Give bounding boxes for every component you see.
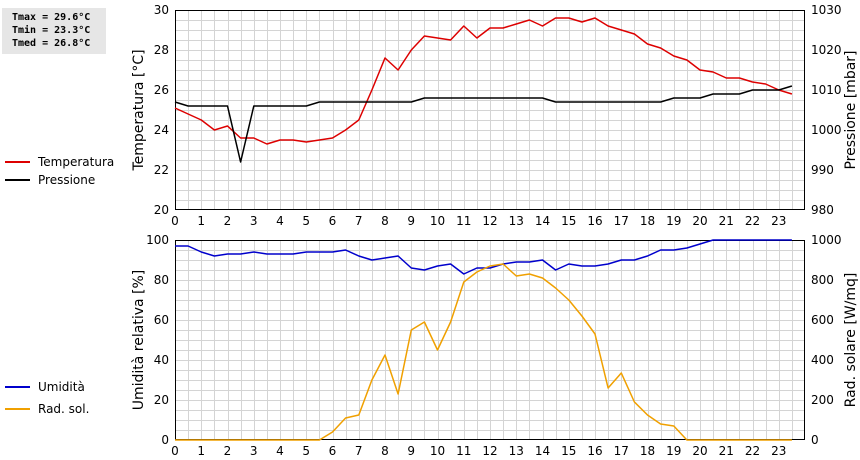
- legend-label: Temperatura: [37, 155, 114, 169]
- x-tick-label: 1: [197, 214, 205, 228]
- y-left-tick-label: 80: [154, 273, 169, 287]
- x-tick-label: 7: [355, 444, 363, 458]
- x-tick-label: 2: [224, 214, 232, 228]
- y-right-tick-label: 980: [811, 203, 834, 217]
- y-right-tick-label: 0: [811, 433, 819, 447]
- y-left-tick-label: 30: [154, 3, 169, 17]
- x-tick-label: 7: [355, 214, 363, 228]
- y-right-axis-label: Pressione [mbar]: [843, 50, 859, 169]
- x-tick-label: 22: [745, 444, 760, 458]
- x-tick-label: 18: [640, 214, 655, 228]
- y-left-tick-label: 26: [154, 83, 169, 97]
- x-tick-label: 13: [509, 214, 524, 228]
- x-tick-label: 9: [407, 444, 415, 458]
- y-left-tick-label: 24: [154, 123, 169, 137]
- y-left-tick-label: 28: [154, 43, 169, 57]
- x-tick-label: 19: [666, 214, 681, 228]
- x-tick-label: 21: [719, 444, 734, 458]
- x-tick-label: 0: [171, 444, 179, 458]
- y-left-tick-label: 20: [154, 203, 169, 217]
- y-right-tick-label: 1010: [811, 83, 842, 97]
- x-tick-label: 17: [614, 214, 629, 228]
- y-left-tick-label: 100: [146, 233, 169, 247]
- legend-label: Pressione: [38, 173, 95, 187]
- series-line-umidit-: [175, 239, 792, 275]
- x-tick-label: 14: [535, 214, 550, 228]
- x-tick-label: 3: [250, 444, 258, 458]
- x-tick-label: 16: [587, 214, 602, 228]
- y-left-tick-label: 0: [161, 433, 169, 447]
- x-tick-label: 10: [430, 214, 445, 228]
- y-right-tick-label: 1030: [811, 3, 842, 17]
- x-tick-label: 6: [329, 214, 337, 228]
- x-tick-label: 12: [482, 444, 497, 458]
- x-tick-label: 16: [587, 444, 602, 458]
- y-left-tick-label: 60: [154, 313, 169, 327]
- x-tick-label: 13: [509, 444, 524, 458]
- x-tick-label: 17: [614, 444, 629, 458]
- x-tick-label: 6: [329, 444, 337, 458]
- x-tick-label: 3: [250, 214, 258, 228]
- y-right-tick-label: 1000: [811, 233, 842, 247]
- legend-label: Umidità: [38, 380, 85, 394]
- series-line-rad-sol-: [175, 263, 792, 441]
- series-line-pressione: [174, 85, 793, 163]
- y-right-tick-label: 1020: [811, 43, 842, 57]
- x-tick-label: 5: [302, 444, 310, 458]
- x-tick-label: 2: [224, 444, 232, 458]
- legend-label: Rad. sol.: [38, 402, 89, 416]
- x-tick-label: 5: [302, 214, 310, 228]
- x-tick-label: 14: [535, 444, 550, 458]
- y-left-axis-label: Umidità relativa [%]: [131, 270, 147, 411]
- x-tick-label: 15: [561, 214, 576, 228]
- tmax-label: Tmax = 29.6°C: [12, 12, 91, 23]
- series-line-temperatura: [174, 17, 793, 145]
- x-tick-label: 21: [719, 214, 734, 228]
- x-tick-label: 0: [171, 214, 179, 228]
- plot-frame-1: [175, 240, 805, 440]
- x-tick-label: 1: [197, 444, 205, 458]
- tmin-label: Tmin = 23.3°C: [12, 25, 91, 36]
- y-right-tick-label: 400: [811, 353, 834, 367]
- y-left-axis-label: Temperatura [°C]: [131, 49, 147, 171]
- plot-frame-0: [175, 10, 805, 210]
- tmed-label: Tmed = 26.8°C: [12, 38, 91, 49]
- y-right-tick-label: 1000: [811, 123, 842, 137]
- x-tick-label: 23: [771, 444, 786, 458]
- y-right-tick-label: 800: [811, 273, 834, 287]
- x-tick-label: 8: [381, 444, 389, 458]
- x-tick-label: 8: [381, 214, 389, 228]
- y-right-axis-label: Rad. solare [W/mq]: [843, 273, 859, 408]
- y-right-tick-label: 600: [811, 313, 834, 327]
- x-tick-label: 15: [561, 444, 576, 458]
- y-left-tick-label: 40: [154, 353, 169, 367]
- y-left-tick-label: 20: [154, 393, 169, 407]
- x-tick-label: 9: [407, 214, 415, 228]
- y-left-tick-label: 22: [154, 163, 169, 177]
- stats-box: Tmax = 29.6°C Tmin = 23.3°C Tmed = 26.8°…: [2, 8, 106, 54]
- x-tick-label: 23: [771, 214, 786, 228]
- x-tick-label: 11: [456, 214, 471, 228]
- x-tick-label: 20: [692, 214, 707, 228]
- x-tick-label: 12: [482, 214, 497, 228]
- x-tick-label: 4: [276, 214, 284, 228]
- x-tick-label: 10: [430, 444, 445, 458]
- x-tick-label: 18: [640, 444, 655, 458]
- x-tick-label: 22: [745, 214, 760, 228]
- y-right-tick-label: 200: [811, 393, 834, 407]
- x-tick-label: 20: [692, 444, 707, 458]
- x-tick-label: 19: [666, 444, 681, 458]
- x-tick-label: 11: [456, 444, 471, 458]
- y-right-tick-label: 990: [811, 163, 834, 177]
- x-tick-label: 4: [276, 444, 284, 458]
